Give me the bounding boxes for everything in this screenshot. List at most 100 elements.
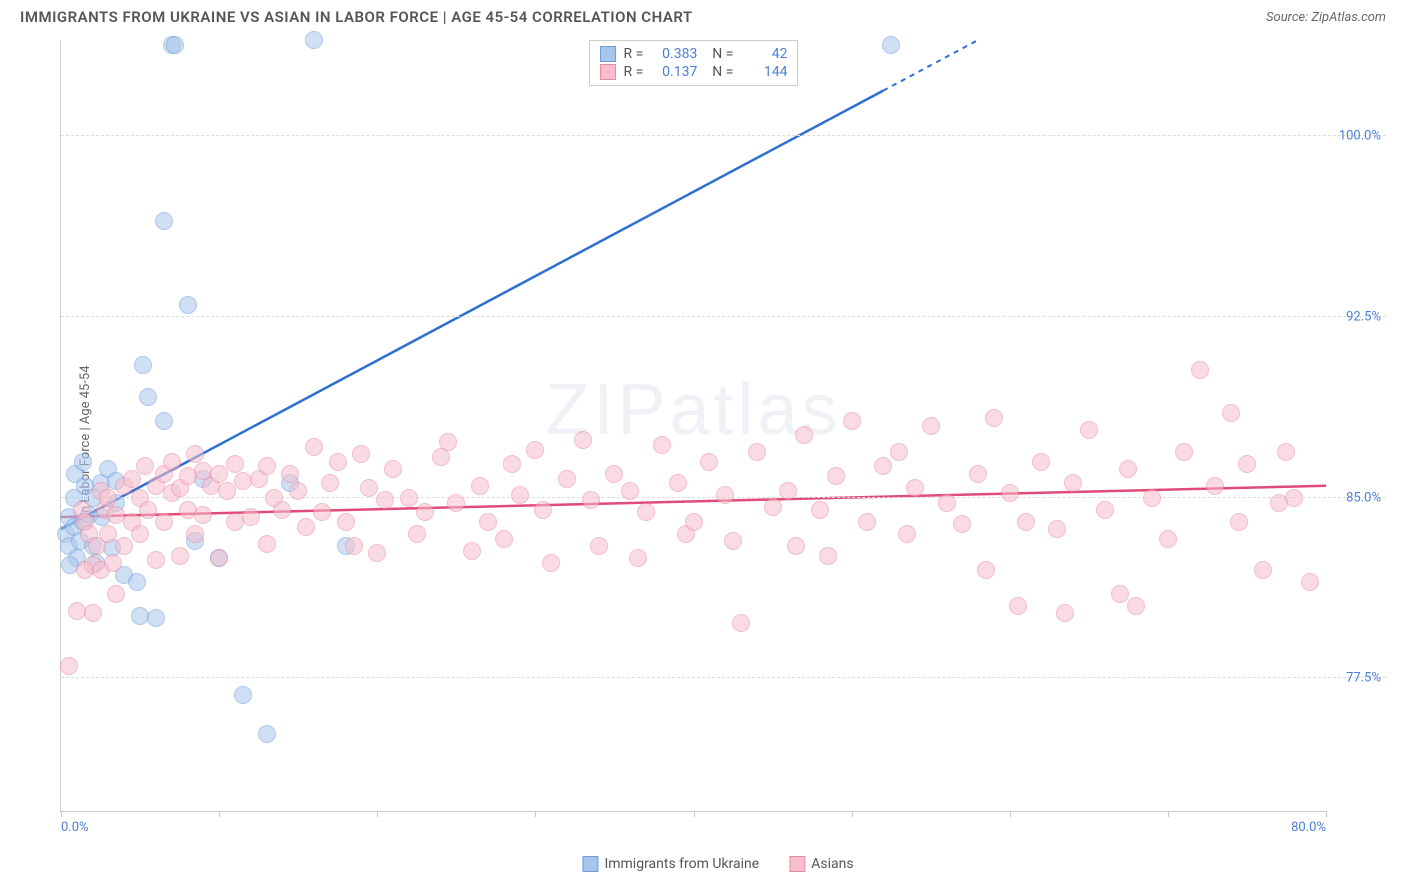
scatter-point (1111, 585, 1129, 603)
scatter-point (74, 453, 92, 471)
scatter-point (637, 503, 655, 521)
scatter-point (732, 614, 750, 632)
scatter-point (139, 501, 157, 519)
stat-n-value: 42 (739, 46, 787, 62)
scatter-point (898, 525, 916, 543)
scatter-point (985, 409, 1003, 427)
scatter-point (147, 551, 165, 569)
scatter-point (155, 412, 173, 430)
scatter-point (819, 547, 837, 565)
scatter-point (447, 494, 465, 512)
x-tick-label: 0.0% (61, 820, 89, 835)
x-tick (535, 811, 536, 817)
scatter-point (716, 486, 734, 504)
scatter-point (1001, 484, 1019, 502)
scatter-point (155, 212, 173, 230)
scatter-point (289, 482, 307, 500)
x-tick (1168, 811, 1169, 817)
scatter-point (368, 544, 386, 562)
series-legend: Immigrants from Ukraine Asians (582, 856, 853, 872)
gridline (61, 316, 1386, 317)
scatter-point (166, 36, 184, 54)
scatter-point (1254, 561, 1272, 579)
scatter-point (218, 482, 236, 500)
scatter-point (360, 479, 378, 497)
scatter-point (134, 356, 152, 374)
scatter-point (1222, 404, 1240, 422)
correlation-stats-box: R =0.383 N =42R =0.137 N =144 (589, 40, 799, 86)
scatter-point (748, 443, 766, 461)
scatter-point (811, 501, 829, 519)
scatter-point (99, 525, 117, 543)
scatter-point (479, 513, 497, 531)
plot-area: ZIPatlas R =0.383 N =42R =0.137 N =144 7… (60, 40, 1326, 812)
legend-swatch (600, 46, 616, 62)
scatter-point (258, 457, 276, 475)
stat-n-label: N = (705, 64, 733, 80)
legend-item: Immigrants from Ukraine (582, 856, 759, 872)
scatter-point (297, 518, 315, 536)
scatter-point (210, 549, 228, 567)
scatter-point (99, 489, 117, 507)
scatter-point (1017, 513, 1035, 531)
scatter-point (1175, 443, 1193, 461)
scatter-point (590, 537, 608, 555)
scatter-point (139, 388, 157, 406)
scatter-point (313, 503, 331, 521)
scatter-point (186, 445, 204, 463)
stat-r-value: 0.383 (649, 46, 697, 62)
scatter-point (1119, 460, 1137, 478)
scatter-point (416, 503, 434, 521)
scatter-point (337, 513, 355, 531)
scatter-point (1127, 597, 1145, 615)
scatter-point (258, 725, 276, 743)
scatter-point (376, 491, 394, 509)
scatter-point (1064, 474, 1082, 492)
scatter-point (273, 501, 291, 519)
scatter-point (226, 455, 244, 473)
scatter-point (977, 561, 995, 579)
scatter-point (107, 585, 125, 603)
scatter-point (906, 479, 924, 497)
scatter-point (1191, 361, 1209, 379)
scatter-point (700, 453, 718, 471)
scatter-point (329, 453, 347, 471)
scatter-point (795, 426, 813, 444)
scatter-point (147, 609, 165, 627)
x-tick (852, 811, 853, 817)
scatter-point (194, 506, 212, 524)
scatter-point (321, 474, 339, 492)
scatter-point (969, 465, 987, 483)
y-tick-label: 92.5% (1346, 310, 1381, 325)
x-tick (1010, 811, 1011, 817)
scatter-point (128, 573, 146, 591)
scatter-point (1080, 421, 1098, 439)
gridline (61, 135, 1386, 136)
scatter-point (84, 604, 102, 622)
scatter-point (1143, 489, 1161, 507)
scatter-point (408, 525, 426, 543)
scatter-point (629, 549, 647, 567)
x-tick (694, 811, 695, 817)
stat-n-value: 144 (739, 64, 787, 80)
scatter-point (938, 494, 956, 512)
scatter-point (542, 554, 560, 572)
scatter-point (582, 491, 600, 509)
scatter-point (724, 532, 742, 550)
scatter-point (558, 470, 576, 488)
scatter-point (858, 513, 876, 531)
header: IMMIGRANTS FROM UKRAINE VS ASIAN IN LABO… (0, 0, 1406, 30)
legend-item: Asians (789, 856, 853, 872)
x-tick (61, 811, 62, 817)
scatter-point (155, 513, 173, 531)
scatter-point (503, 455, 521, 473)
scatter-point (1056, 604, 1074, 622)
scatter-point (827, 467, 845, 485)
scatter-point (1048, 520, 1066, 538)
scatter-point (131, 525, 149, 543)
scatter-point (526, 441, 544, 459)
scatter-point (653, 436, 671, 454)
source-label: Source: ZipAtlas.com (1266, 10, 1386, 25)
stat-r-value: 0.137 (649, 64, 697, 80)
scatter-point (104, 554, 122, 572)
